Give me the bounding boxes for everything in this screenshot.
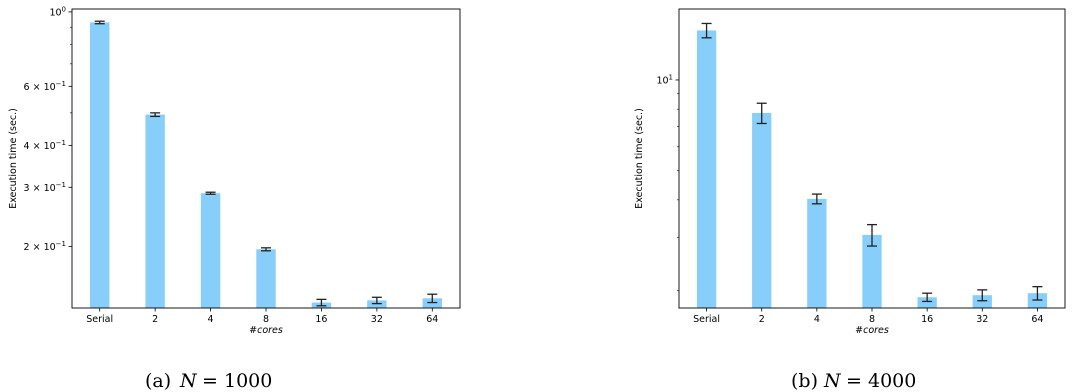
caption-a-var: N — [179, 370, 198, 392]
x-tick-label-8: 8 — [869, 314, 875, 325]
x-tick-label-64: 64 — [426, 314, 438, 325]
x-tick-label-16: 16 — [921, 314, 933, 325]
plot-frame — [71, 8, 461, 309]
x-tick-label-4: 4 — [814, 314, 820, 325]
x-tick-label-64: 64 — [1031, 314, 1043, 325]
x-tick-label-2: 2 — [152, 314, 158, 325]
caption-a: (a) N = 1000 — [145, 370, 272, 392]
chart-panel-b: Serial 2 4 8 16 32 64 101 #cores Execution time (… — [634, 8, 1066, 336]
x-axis-label: #cores — [855, 325, 889, 336]
caption-a-prefix: (a) — [145, 370, 171, 392]
x-axis-label: #cores — [249, 325, 283, 336]
plot-frame — [678, 8, 1066, 309]
y-axis-label: Execution time (sec.) — [8, 108, 19, 209]
y-tick-label: 3 × 10−1 — [24, 181, 66, 194]
x-tick-label-Serial: Serial — [86, 314, 113, 325]
y-tick-label: 6 × 10−1 — [24, 80, 66, 93]
caption-a-eq: = 1000 — [196, 370, 272, 392]
x-tick-label-32: 32 — [976, 314, 988, 325]
bar-4 — [200, 193, 221, 308]
x-tick-label-16: 16 — [315, 314, 327, 325]
caption-b-prefix: (b) — [791, 370, 818, 392]
y-axis-label: Execution time (sec.) — [634, 108, 645, 209]
bar-8 — [256, 249, 276, 308]
y-tick-label: 4 × 10−1 — [24, 139, 66, 152]
bar-2 — [145, 114, 165, 308]
x-tick-label-4: 4 — [208, 314, 214, 325]
y-tick-label: 100 — [49, 5, 66, 18]
bar-4 — [807, 198, 827, 308]
x-tick-label-32: 32 — [371, 314, 383, 325]
caption-b-eq: = 4000 — [840, 370, 916, 392]
x-tick-label-8: 8 — [263, 314, 269, 325]
caption-b-var: N — [823, 370, 842, 392]
y-tick-label: 101 — [656, 73, 673, 86]
y-tick-label: 2 × 10−1 — [24, 240, 66, 253]
bar-Serial — [90, 22, 110, 309]
bar-2 — [752, 112, 772, 308]
chart-panel-a: Serial 2 4 8 16 32 64 100 6 × 10−1 4 × 10−1 3 × 10… — [8, 5, 461, 336]
bar-32 — [972, 295, 992, 308]
x-tick-label-Serial: Serial — [693, 314, 720, 325]
caption-b: (b) N = 4000 — [791, 370, 916, 392]
bar-16 — [917, 297, 937, 308]
x-tick-label-2: 2 — [759, 314, 765, 325]
bar-8 — [862, 234, 882, 308]
bar-Serial — [696, 30, 717, 308]
